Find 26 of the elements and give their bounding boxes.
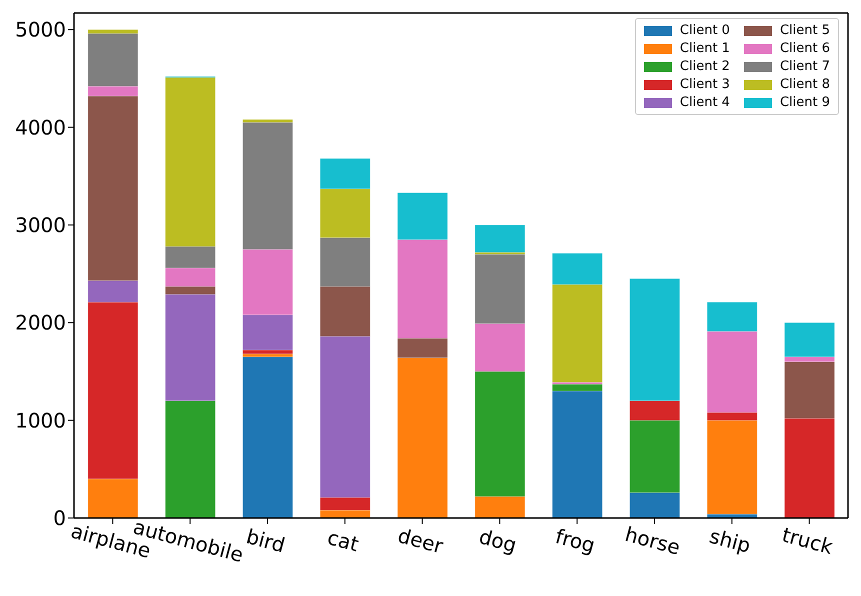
x-tick-label: deer [395,523,446,558]
x-tick-label: cat [324,525,362,556]
legend-label: Client 7 [780,59,830,74]
legend-label: Client 0 [680,23,730,38]
x-tick-label: horse [622,522,683,560]
bar [474,224,526,253]
legend-label: Client 6 [780,41,830,56]
x-tick-label: ship [707,524,754,558]
legend-label: Client 3 [680,77,730,92]
legend-label: Client 2 [680,59,730,74]
y-tick-label: 3000 [15,213,66,238]
x-tick-label: bird [244,524,288,558]
y-tick-label: 4000 [15,115,66,140]
y-tick-label: 2000 [15,310,66,335]
legend-label: Client 8 [780,77,830,92]
legend-label: Client 5 [780,23,830,38]
bar [242,356,293,518]
x-tick-label: frog [552,524,598,558]
y-tick-label: 5000 [15,18,66,42]
x-tick-label: truck [780,522,836,560]
y-tick-label: 1000 [15,408,66,432]
legend-label: Client 4 [680,95,730,110]
x-tick-label: dog [476,524,520,558]
y-tick-label: 0 [53,506,66,530]
legend-label: Client 9 [780,95,830,110]
legend-label: Client 1 [680,41,730,56]
